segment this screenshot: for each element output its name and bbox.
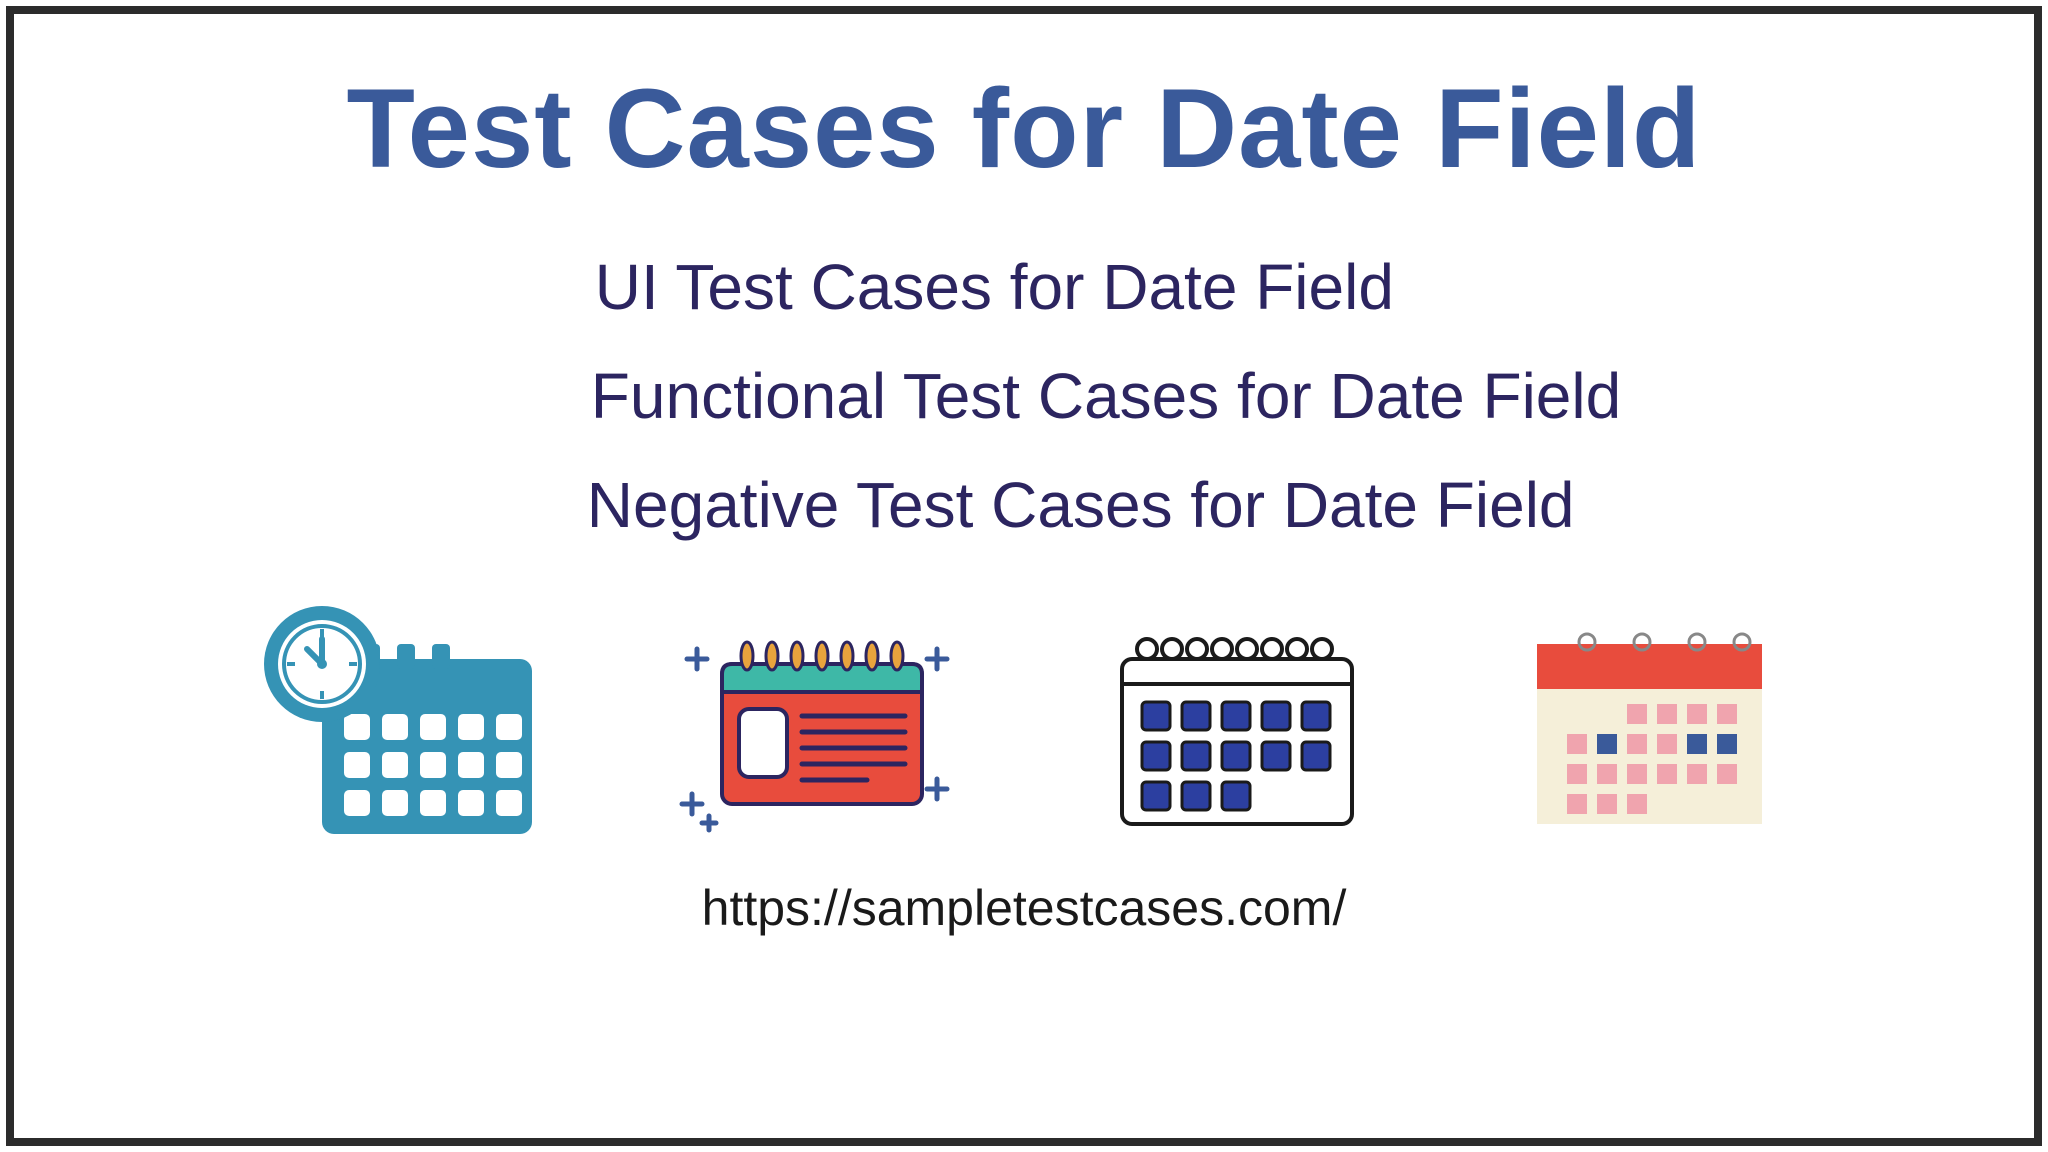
bullet-item: Negative Test Cases for Date Field	[587, 451, 1621, 560]
bullet-item: Functional Test Cases for Date Field	[587, 342, 1621, 451]
calendar-wall-icon	[1497, 609, 1797, 839]
page-title: Test Cases for Date Field	[74, 64, 1974, 193]
bullet-list: UI Test Cases for Date Field Functional …	[427, 233, 1621, 559]
infographic-frame: Test Cases for Date Field UI Test Cases …	[6, 6, 2042, 1146]
calendar-notepad-icon	[667, 609, 967, 839]
calendar-clock-icon	[252, 609, 552, 839]
footer-url: https://sampletestcases.com/	[74, 879, 1974, 937]
bullet-item: UI Test Cases for Date Field	[587, 233, 1621, 342]
calendar-spiral-icon	[1082, 609, 1382, 839]
icons-row	[74, 609, 1974, 839]
